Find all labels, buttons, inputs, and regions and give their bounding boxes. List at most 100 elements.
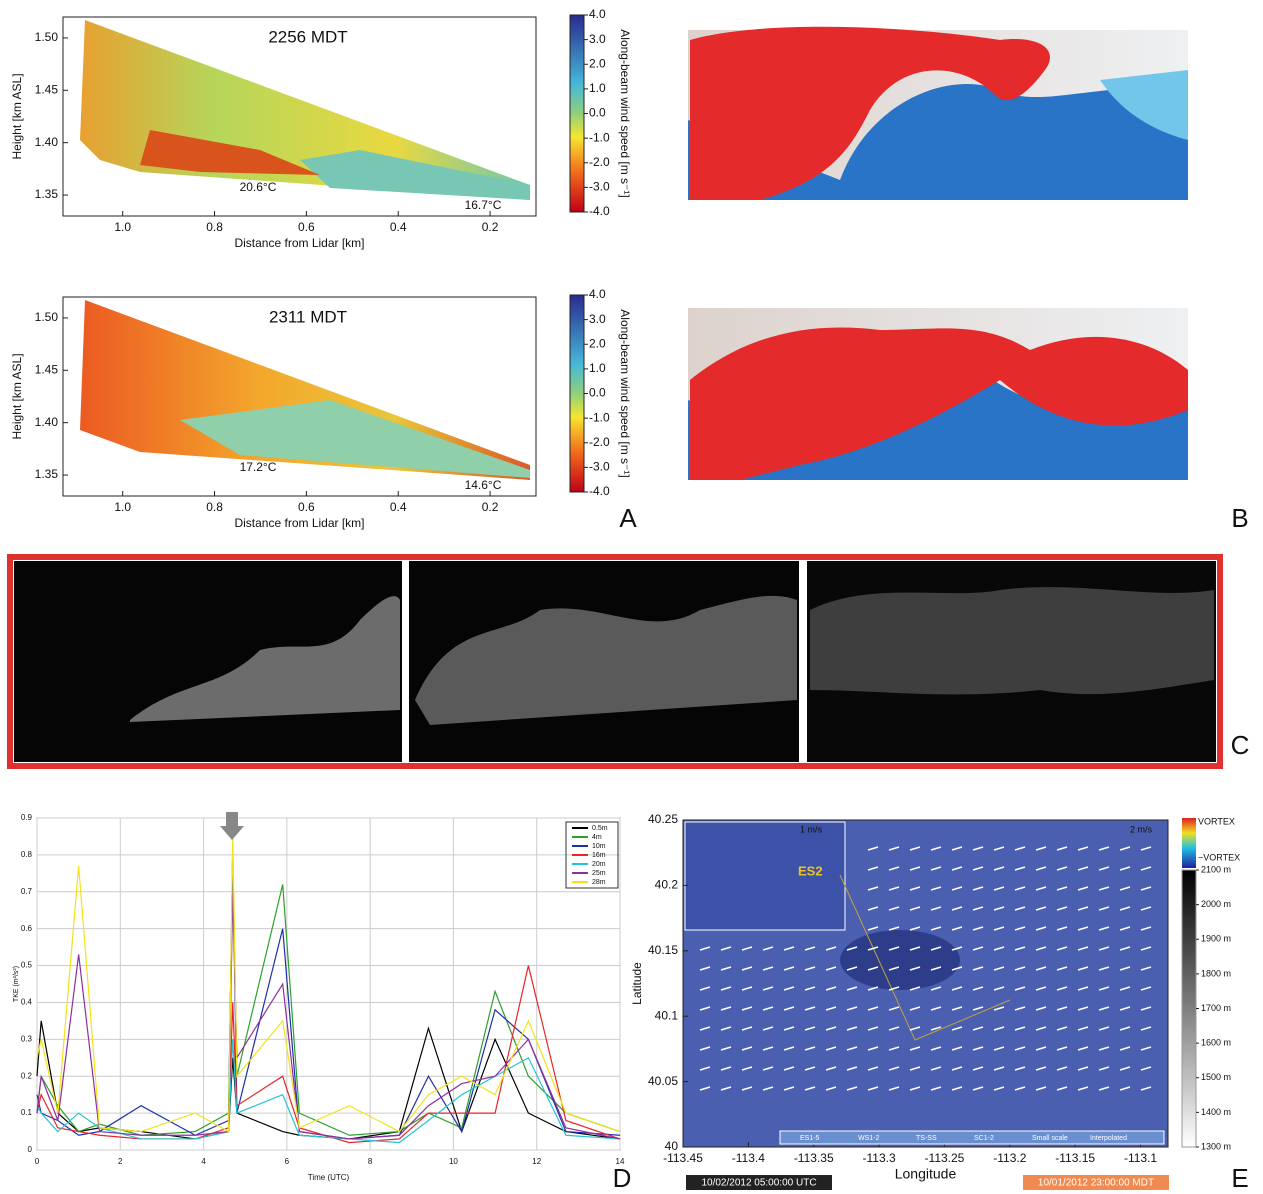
wind-vector [804, 986, 816, 991]
series-line [36, 965, 621, 1144]
wind-vector [909, 966, 921, 971]
colorbar-tick-label: 2000 m [1201, 899, 1231, 909]
wind-vector [867, 1006, 879, 1011]
wind-vector [930, 866, 942, 871]
wind-vector [993, 946, 1005, 951]
wind-vector [1119, 1046, 1131, 1051]
wind-vector [825, 1026, 837, 1031]
wind-vector [699, 966, 711, 971]
timestamp-box [686, 1175, 832, 1190]
wind-vector [825, 966, 837, 971]
wind-vector [1119, 966, 1131, 971]
wind-vector [699, 1006, 711, 1011]
colorbar-label: Along-beam wind speed [m s⁻¹] [618, 309, 632, 477]
x-tick-label: 0 [35, 1157, 40, 1166]
colorbar [1181, 869, 1197, 1148]
legend-label: WS1-2 [858, 1135, 880, 1142]
wind-vector [909, 846, 921, 851]
colorbar-tick-label: -2.0 [589, 435, 610, 449]
wind-vector [1056, 1006, 1068, 1011]
wind-vector [930, 1086, 942, 1091]
colorbar-label: Along-beam wind speed [m s⁻¹] [618, 29, 632, 197]
x-tick-label: 0.2 [482, 220, 499, 234]
wind-vector [1056, 986, 1068, 991]
wind-vector [1140, 966, 1152, 971]
wind-vector [741, 1086, 753, 1091]
colorbar-label: −VORTEX [1198, 852, 1240, 862]
wind-vector [951, 986, 963, 991]
wind-vector [825, 1046, 837, 1051]
wind-vector [951, 1086, 963, 1091]
colorbar-tick-label: -2.0 [589, 155, 610, 169]
wind-vector [1056, 846, 1068, 851]
wind-vector [762, 1086, 774, 1091]
panel-label: D [613, 1163, 632, 1193]
y-axis-label: TKE (m²/s²) [13, 966, 20, 1002]
map-field [683, 820, 1168, 1147]
wind-vector [1056, 946, 1068, 951]
wind-vector [846, 1006, 858, 1011]
wind-vector [741, 946, 753, 951]
wind-vector [1077, 1046, 1089, 1051]
wind-vector [1140, 866, 1152, 871]
x-tick-label: 1.0 [114, 500, 131, 514]
y-axis-label: Height [km ASL] [10, 73, 24, 159]
y-tick-label: 1.35 [35, 467, 59, 481]
wind-vector [1140, 1086, 1152, 1091]
wind-vector [1098, 966, 1110, 971]
wind-vector [783, 966, 795, 971]
wind-vector [1056, 866, 1068, 871]
wind-vector [1035, 886, 1047, 891]
wind-vector [993, 1046, 1005, 1051]
legend-label: Interpolated [1090, 1135, 1127, 1142]
y-tick-label: 1.50 [35, 30, 59, 44]
x-tick-label: 12 [532, 1157, 541, 1166]
wind-vector [993, 1086, 1005, 1091]
y-tick-label: 1.45 [35, 362, 59, 376]
wind-vector [783, 1046, 795, 1051]
colorbar-tick-label: 1900 m [1201, 934, 1231, 944]
y-tick-label: 1.35 [35, 187, 59, 201]
wind-vector [1098, 986, 1110, 991]
wind-vector [972, 966, 984, 971]
wind-vector [1098, 1006, 1110, 1011]
colorbar-tick-label: 0.0 [589, 386, 606, 400]
y-tick-label: 1.50 [35, 310, 59, 324]
y-tick-label: 40.15 [648, 943, 678, 957]
wind-vector [762, 1006, 774, 1011]
wind-vector [1077, 886, 1089, 891]
legend-box [565, 821, 619, 889]
wind-vector [993, 846, 1005, 851]
wind-vector [867, 1086, 879, 1091]
wind-vector [1077, 1066, 1089, 1071]
timestamp: 10/01/2012 23:00:00 MDT [1038, 1178, 1154, 1189]
legend-label: TS-SS [916, 1135, 937, 1142]
wind-vector [888, 906, 900, 911]
wind-vector [1140, 1026, 1152, 1031]
arrow-marker [220, 812, 244, 840]
y-tick-label: 0.6 [21, 924, 33, 933]
wind-vector [1056, 886, 1068, 891]
wind-vector [1140, 886, 1152, 891]
wind-vector [1014, 926, 1026, 931]
colorbar-tick-label: 4.0 [589, 7, 606, 21]
wind-vector [909, 866, 921, 871]
plot-frame [62, 16, 537, 217]
x-axis-label: Distance from Lidar [km] [234, 236, 364, 250]
wind-vector [951, 966, 963, 971]
wind-vector [1014, 1046, 1026, 1051]
wind-vector [1014, 966, 1026, 971]
wind-vector [1140, 1066, 1152, 1071]
wind-vector [1140, 846, 1152, 851]
x-axis-label: Time (UTC) [308, 1173, 350, 1182]
colorbar [569, 294, 585, 493]
wind-vector [1035, 1066, 1047, 1071]
wind-vector [846, 1046, 858, 1051]
wind-vector [993, 966, 1005, 971]
wind-vector [909, 1066, 921, 1071]
wind-vector [909, 906, 921, 911]
legend-label: ES1-5 [800, 1135, 820, 1142]
colorbar-tick-label: 1.0 [589, 361, 606, 375]
scale-label: 1 m/s [800, 824, 823, 834]
